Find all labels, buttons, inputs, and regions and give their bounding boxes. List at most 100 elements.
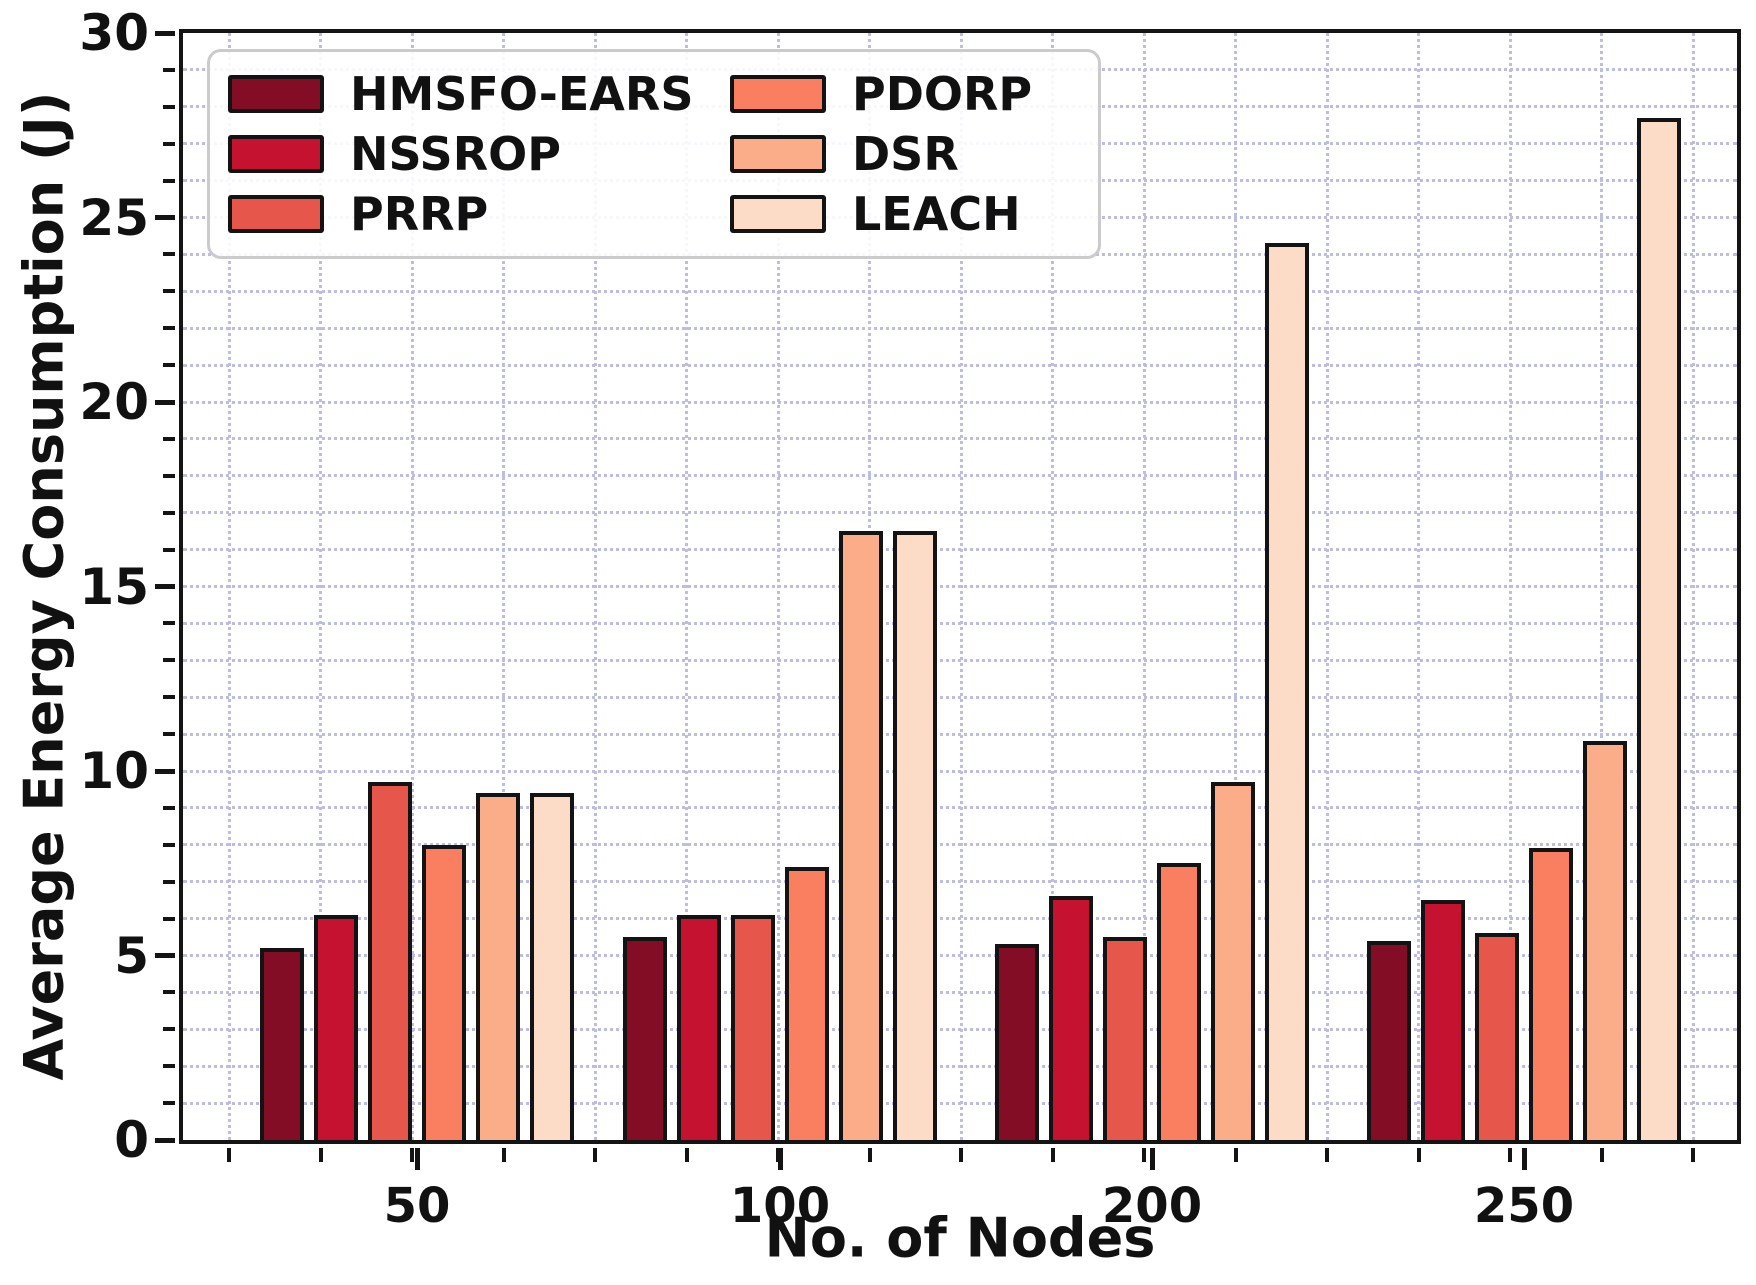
bar-hmsfo-ears <box>1367 941 1411 1140</box>
y-minor-tick <box>163 67 175 72</box>
y-minor-tick <box>163 658 175 663</box>
legend-label: PDORP <box>852 67 1033 121</box>
bar-pdorp <box>785 867 829 1140</box>
x-minor-tick <box>1050 1148 1055 1162</box>
y-minor-tick <box>163 990 175 995</box>
bar-nssrop <box>314 915 358 1140</box>
y-minor-tick <box>163 326 175 331</box>
legend-label: NSSROP <box>350 127 561 181</box>
y-major-tick <box>155 30 175 36</box>
x-tick-label: 100 <box>729 1178 831 1234</box>
x-minor-tick <box>593 1148 597 1162</box>
legend-box: HMSFO-EARS NSSROP PRRP PDORP DSR LEACH <box>207 49 1101 259</box>
vertical-gridline <box>685 33 688 1140</box>
legend-swatch-pdorp <box>730 75 826 113</box>
bar-leach <box>1637 118 1681 1140</box>
y-tick-label: 15 <box>79 557 149 616</box>
legend-column: HMSFO-EARS NSSROP PRRP <box>228 64 730 244</box>
y-minor-tick <box>163 1027 175 1032</box>
x-minor-tick <box>684 1148 689 1162</box>
vertical-gridline <box>1325 33 1329 1140</box>
y-minor-tick <box>163 178 175 183</box>
y-major-tick <box>155 768 175 774</box>
x-minor-tick <box>1325 1148 1329 1162</box>
y-minor-tick <box>163 805 175 810</box>
x-minor-tick <box>318 1148 323 1162</box>
bar-prrp <box>1103 937 1147 1140</box>
bar-prrp <box>368 782 412 1140</box>
legend-item-nssrop: NSSROP <box>228 124 730 184</box>
y-tick-label: 25 <box>79 188 149 247</box>
y-minor-tick <box>163 141 175 146</box>
bar-pdorp <box>1529 848 1573 1140</box>
bar-hmsfo-ears <box>623 937 667 1140</box>
vertical-gridline <box>1417 33 1420 1140</box>
legend-item-pdorp: PDORP <box>730 64 1032 124</box>
vertical-gridline <box>776 33 780 1140</box>
legend-label: HMSFO-EARS <box>350 67 694 121</box>
y-minor-tick <box>163 547 175 552</box>
y-major-tick <box>155 399 175 405</box>
y-minor-tick <box>163 1064 175 1069</box>
bar-hmsfo-ears <box>260 948 304 1140</box>
vertical-gridline <box>593 33 597 1140</box>
x-minor-tick <box>1233 1148 1238 1162</box>
y-minor-tick <box>163 916 175 921</box>
bar-leach <box>530 793 574 1140</box>
vertical-gridline <box>410 33 414 1140</box>
legend-label: PRRP <box>350 187 489 241</box>
plot-area: 0 5 10 15 20 25 30 50 100 200 250 HMSFO-EARS NSSROP… <box>79 4 1741 1234</box>
x-minor-tick <box>1599 1148 1604 1162</box>
x-major-tick <box>777 1148 783 1170</box>
bar-nssrop <box>677 915 721 1140</box>
bar-leach <box>893 531 937 1140</box>
vertical-gridline <box>959 33 963 1140</box>
x-minor-tick <box>1142 1148 1146 1162</box>
y-minor-tick <box>163 842 175 847</box>
x-major-tick <box>1521 1148 1527 1170</box>
legend-item-dsr: DSR <box>730 124 1032 184</box>
legend-swatch-hmsfo-ears <box>228 75 324 113</box>
legend-label: LEACH <box>852 187 1021 241</box>
y-minor-tick <box>163 363 175 368</box>
bar-nssrop <box>1421 900 1465 1140</box>
y-tick-label: 0 <box>114 1111 149 1169</box>
bar-nssrop <box>1049 896 1093 1140</box>
bar-prrp <box>1475 933 1519 1140</box>
vertical-gridline <box>1691 33 1695 1140</box>
bar-pdorp <box>1157 863 1201 1140</box>
y-minor-tick <box>163 621 175 626</box>
legend-swatch-prrp <box>228 195 324 233</box>
x-minor-tick <box>1508 1148 1512 1162</box>
vertical-gridline <box>227 33 231 1140</box>
y-major-tick <box>155 1137 175 1143</box>
x-tick-label: 200 <box>1101 1178 1203 1234</box>
x-minor-tick <box>410 1148 414 1162</box>
vertical-gridline <box>502 33 505 1140</box>
bar-dsr <box>1583 741 1627 1140</box>
bar-dsr <box>1211 782 1255 1140</box>
y-minor-tick <box>163 510 175 515</box>
legend-label: DSR <box>852 127 959 181</box>
x-minor-tick <box>227 1148 231 1162</box>
bar-dsr <box>476 793 520 1140</box>
y-tick-label: 30 <box>79 4 149 62</box>
x-major-tick <box>414 1148 420 1170</box>
vertical-gridline <box>1051 33 1054 1140</box>
x-minor-tick <box>867 1148 872 1162</box>
legend-swatch-nssrop <box>228 135 324 173</box>
y-minor-tick <box>163 879 175 884</box>
legend-swatch-dsr <box>730 135 826 173</box>
bar-hmsfo-ears <box>995 944 1039 1140</box>
y-minor-tick <box>163 104 175 109</box>
y-major-tick <box>155 584 175 589</box>
legend-item-leach: LEACH <box>730 184 1032 244</box>
y-major-tick <box>155 953 175 958</box>
x-tick-label: 50 <box>383 1178 451 1234</box>
vertical-gridline <box>1234 33 1237 1140</box>
legend-item-prrp: PRRP <box>228 184 730 244</box>
bar-prrp <box>731 915 775 1140</box>
x-major-tick <box>1149 1148 1155 1170</box>
x-minor-tick <box>1416 1148 1421 1162</box>
